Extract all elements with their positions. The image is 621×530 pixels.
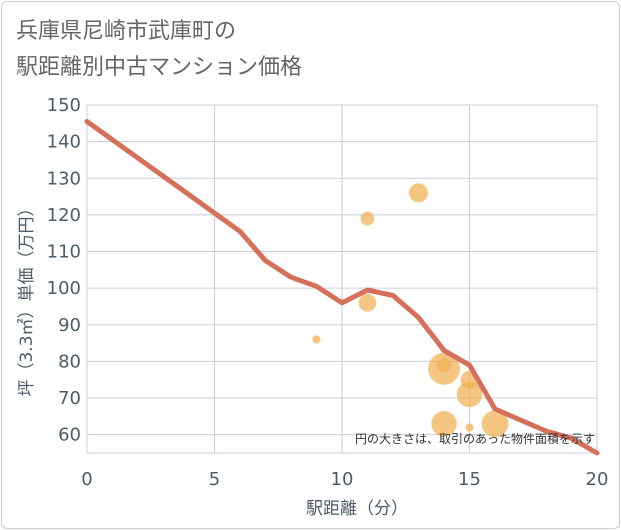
y-tick-label: 90 <box>58 315 81 336</box>
data-bubble <box>481 410 509 438</box>
data-bubble <box>456 381 483 408</box>
trend-line <box>84 119 600 456</box>
chart-title: 兵庫県尼崎市武庫町の 駅距離別中古マンション価格 <box>16 14 302 86</box>
data-bubble <box>358 293 377 312</box>
y-tick-label: 130 <box>47 168 81 189</box>
bubbles <box>312 183 509 438</box>
x-tick-label: 0 <box>81 469 92 490</box>
y-tick-label: 80 <box>58 351 81 372</box>
data-bubble <box>312 335 321 344</box>
x-tick-label: 10 <box>331 469 354 490</box>
x-tick-label: 20 <box>586 469 609 490</box>
x-tick-label: 5 <box>209 469 220 490</box>
y-tick-label: 140 <box>47 132 81 153</box>
y-tick-label: 100 <box>47 278 81 299</box>
y-tick-label: 110 <box>47 242 81 263</box>
data-bubble <box>437 358 451 372</box>
x-axis-label: 駅距離（分） <box>306 499 408 519</box>
y-tick-label: 150 <box>47 95 81 116</box>
data-bubble <box>431 410 457 437</box>
x-tick-label: 15 <box>458 469 481 490</box>
chart-title-line1: 兵庫県尼崎市武庫町の <box>16 19 237 44</box>
trend-series <box>84 119 600 456</box>
y-tick-label: 60 <box>58 425 81 446</box>
ticks: 0 5 10 15 20 60 70 80 90 100 110 120 130 140 150 <box>47 95 609 490</box>
size-note: 円の大きさは、取引のあった物件面積を示す <box>355 431 595 446</box>
data-bubble <box>360 211 375 226</box>
chart-title-line2: 駅距離別中古マンション価格 <box>16 55 303 80</box>
y-axis-label: 坪（3.3㎡）単価（万円） <box>17 199 37 396</box>
y-tick-label: 120 <box>47 205 81 226</box>
data-bubble <box>465 423 474 432</box>
data-bubble <box>409 183 428 203</box>
y-tick-label: 70 <box>58 388 81 409</box>
